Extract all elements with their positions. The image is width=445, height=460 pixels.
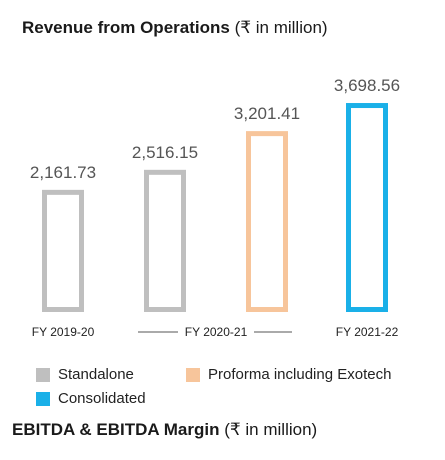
legend-label-proforma: Proforma including Exotech [208, 366, 392, 383]
bar-4 [346, 103, 388, 312]
data-label-3: 3,201.41 [234, 104, 300, 123]
data-label-2: 2,516.15 [132, 143, 198, 162]
bar-1 [42, 189, 84, 313]
ebitda-title-text: EBITDA & EBITDA Margin [12, 420, 220, 439]
legend-label-consolidated: Consolidated [58, 390, 146, 407]
chart-title: Revenue from Operations (₹ in million) [22, 18, 328, 38]
bar-2 [144, 169, 186, 312]
chart-title-text: Revenue from Operations [22, 18, 230, 37]
legend-swatch-consolidated [36, 391, 50, 406]
chart-title-unit: (₹ in million) [234, 18, 328, 37]
data-label-4: 3,698.56 [334, 76, 400, 95]
data-label-1: 2,161.73 [30, 163, 96, 182]
x-label-fy2020-21: FY 2020-21 [185, 325, 248, 339]
legend-swatch-proforma [186, 367, 200, 382]
legend-item-proforma: Proforma including Exotech [186, 366, 391, 383]
x-label-fy2021-22: FY 2021-22 [336, 325, 399, 339]
legend-label-standalone: Standalone [58, 366, 134, 383]
legend-item-consolidated: Consolidated [36, 390, 146, 407]
legend-item-standalone: Standalone [36, 366, 134, 383]
ebitda-title-unit: (₹ in million) [224, 420, 318, 439]
x-label-fy2019-20: FY 2019-20 [32, 325, 95, 339]
ebitda-section-title: EBITDA & EBITDA Margin (₹ in million) [12, 420, 317, 440]
legend-swatch-standalone [36, 367, 50, 382]
bar-3 [246, 131, 288, 312]
